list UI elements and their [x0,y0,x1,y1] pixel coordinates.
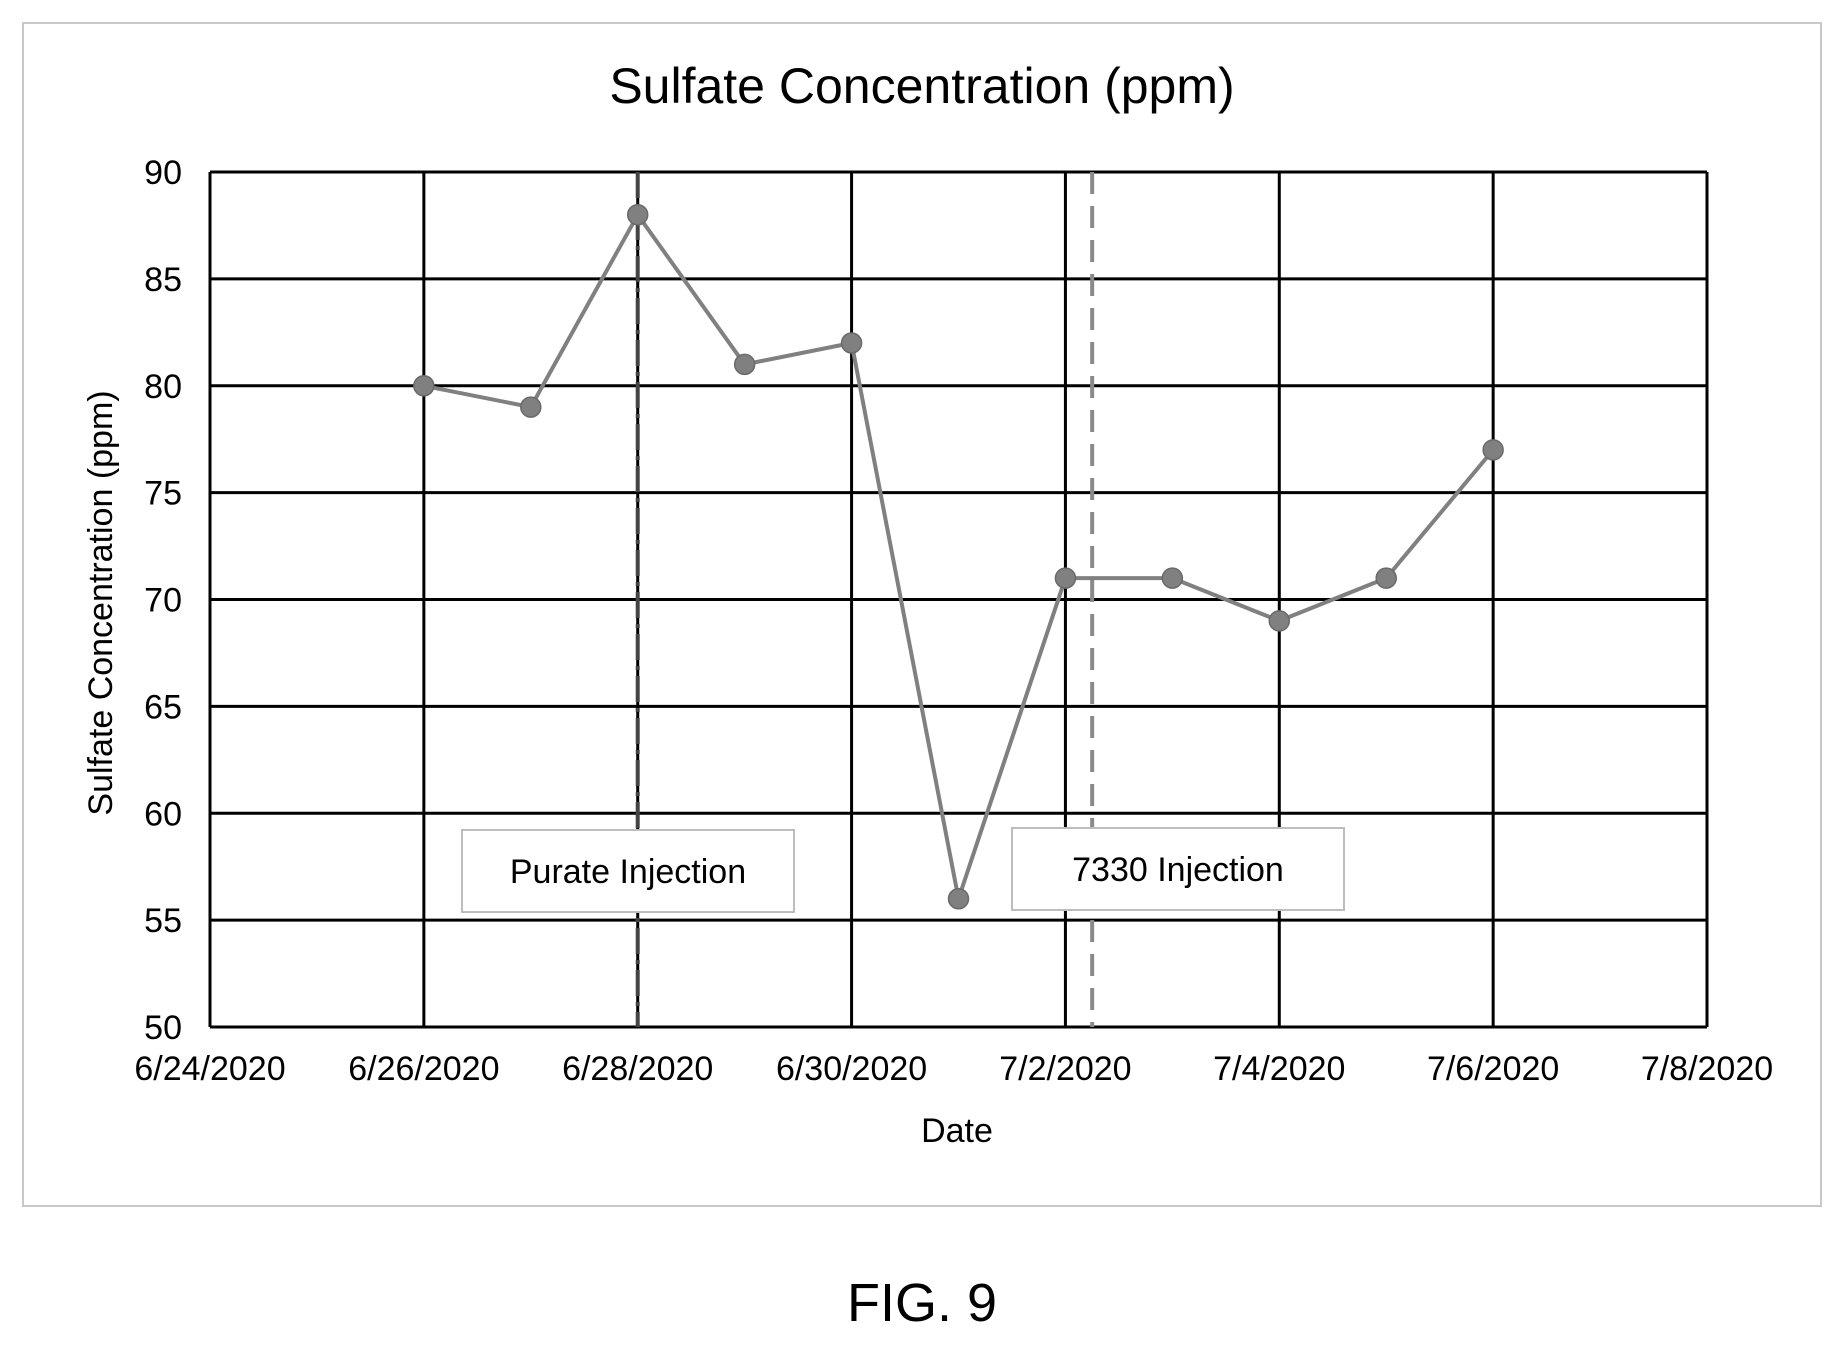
data-point [626,204,649,226]
data-point [1054,567,1077,589]
data-point [840,332,863,354]
chart-frame [22,22,1822,1207]
x-tick-label: 7/4/2020 [1213,1050,1345,1088]
x-tick-label: 7/8/2020 [1641,1050,1773,1088]
data-point [413,375,435,397]
figure-label: FIG. 9 [846,1273,998,1333]
annotation-box [1011,827,1345,911]
annotation-label: Purate Injection [510,853,746,891]
series-line [423,212,1495,901]
sulfate-chart: Sulfate Concentration (ppm) Sulfate Conc… [82,58,1773,1150]
x-tick-label: 7/6/2020 [1427,1050,1559,1088]
y-tick-label: 55 [144,902,182,940]
y-tick-label: 80 [144,368,182,406]
y-tick-label: 85 [144,261,182,299]
series-layer [413,204,1504,910]
y-tick-label: 75 [144,475,182,513]
annotation-box [461,829,795,913]
x-tick-label: 6/24/2020 [134,1050,285,1088]
data-point [1375,567,1397,589]
annotation-label: 7330 Injection [1072,851,1284,889]
chart-title: Sulfate Concentration (ppm) [609,58,1234,114]
tick-labels: 50 55 60 65 70 75 80 85 90 6/24/2020 6/26/2020 6/28… [134,154,1773,1088]
y-tick-label: 90 [144,154,182,192]
y-tick-label: 70 [144,582,182,620]
data-point [1161,567,1184,589]
x-axis-label: Date [921,1112,993,1150]
data-point [733,353,756,376]
x-tick-label: 6/28/2020 [562,1050,713,1088]
x-tick-label: 6/30/2020 [776,1050,927,1088]
y-axis-label: Sulfate Concentration (ppm) [82,390,120,815]
data-point [947,888,970,910]
data-point [1482,439,1504,461]
y-tick-label: 50 [144,1009,182,1047]
annotation-lines [635,172,1095,1027]
y-tick-label: 60 [144,795,182,833]
x-tick-label: 6/26/2020 [348,1050,499,1088]
data-point [1268,610,1291,632]
data-point [520,396,542,418]
annotation-boxes: Purate Injection 7330 Injection [461,827,1345,913]
y-tick-label: 65 [144,688,182,726]
x-tick-label: 7/2/2020 [999,1050,1131,1088]
